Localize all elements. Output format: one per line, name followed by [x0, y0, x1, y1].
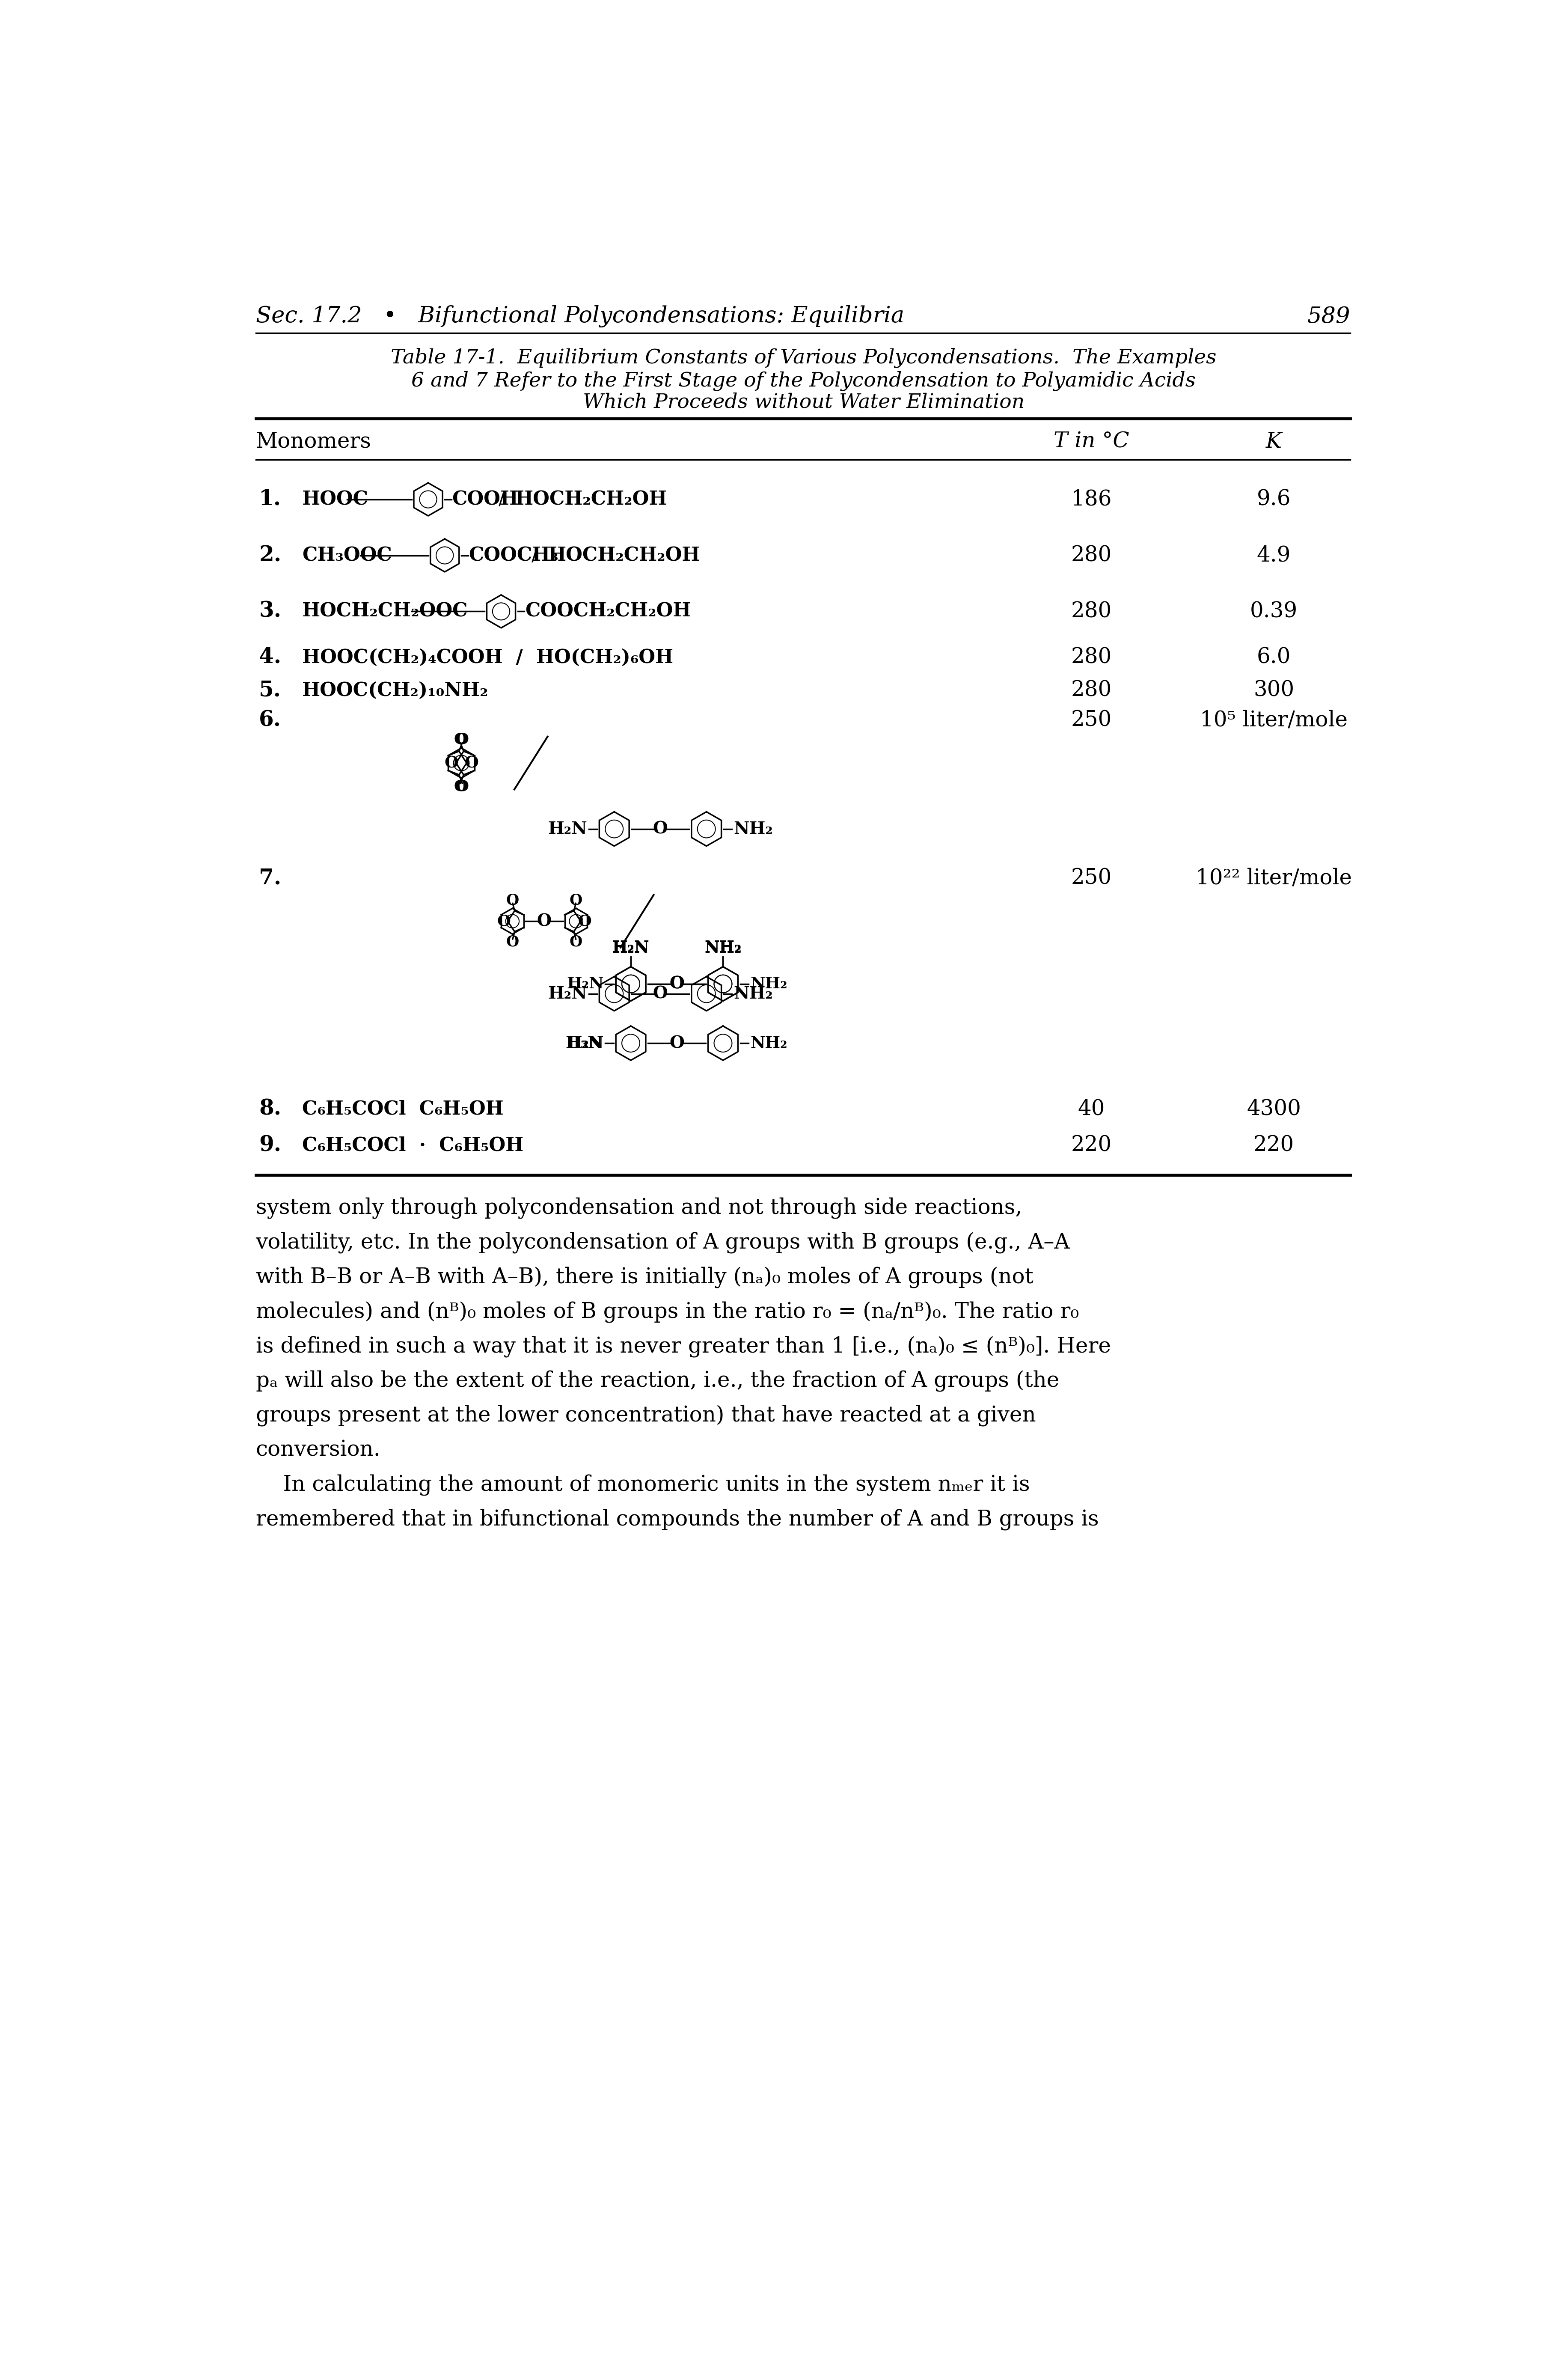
Text: NH₂: NH₂: [704, 939, 742, 955]
Text: H₂N: H₂N: [547, 986, 586, 1003]
Text: is defined in such a way that it is never greater than 1 [i.e., (nₐ)₀ ≤ (nᴮ)₀]. : is defined in such a way that it is neve…: [256, 1335, 1110, 1357]
Text: COOCH₃: COOCH₃: [469, 546, 558, 565]
Text: O: O: [579, 915, 591, 929]
Text: pₐ will also be the extent of the reaction, i.e., the fraction of A groups (the: pₐ will also be the extent of the reacti…: [256, 1371, 1058, 1392]
Text: Which Proceeds without Water Elimination: Which Proceeds without Water Elimination: [583, 392, 1024, 411]
Text: COOH: COOH: [452, 489, 519, 508]
Text: 589: 589: [1308, 307, 1350, 328]
Text: O: O: [453, 732, 467, 746]
Text: NH₂: NH₂: [734, 820, 773, 836]
Text: In calculating the amount of monomeric units in the system nₘₑr it is: In calculating the amount of monomeric u…: [256, 1473, 1030, 1495]
Text: H₃N: H₃N: [566, 1036, 602, 1050]
Text: 3.: 3.: [259, 601, 281, 623]
Text: HOCH₂CH₂OH: HOCH₂CH₂OH: [549, 546, 701, 565]
Text: O: O: [453, 779, 467, 794]
Text: O: O: [444, 756, 458, 770]
Text: 40: 40: [1077, 1098, 1105, 1119]
Text: H₂N: H₂N: [547, 820, 586, 836]
Text: O: O: [456, 732, 469, 746]
Text: O: O: [670, 977, 684, 991]
Text: remembered that in bifunctional compounds the number of A and B groups is: remembered that in bifunctional compound…: [256, 1509, 1099, 1530]
Text: 280: 280: [1071, 646, 1112, 668]
Text: Monomers: Monomers: [256, 430, 372, 451]
Text: volatility, etc. In the polycondensation of A groups with B groups (e.g., A–A: volatility, etc. In the polycondensation…: [256, 1231, 1069, 1252]
Text: 250: 250: [1071, 710, 1112, 732]
Text: 220: 220: [1071, 1136, 1112, 1155]
Text: NH₂: NH₂: [750, 977, 787, 991]
Text: molecules) and (nᴮ)₀ moles of B groups in the ratio r₀ = (nₐ/nᴮ)₀. The ratio r₀: molecules) and (nᴮ)₀ moles of B groups i…: [256, 1302, 1079, 1323]
Text: H₂N: H₂N: [566, 1036, 604, 1050]
Text: 10⁵ liter/mole: 10⁵ liter/mole: [1200, 710, 1348, 732]
Text: 5.: 5.: [259, 680, 281, 701]
Text: 280: 280: [1071, 601, 1112, 623]
Text: CH₃OOC: CH₃OOC: [303, 546, 392, 565]
Text: O: O: [569, 893, 582, 908]
Text: 280: 280: [1071, 680, 1112, 701]
Text: O: O: [464, 756, 478, 770]
Text: O: O: [506, 934, 519, 948]
Text: /: /: [499, 489, 505, 508]
Text: T in °C: T in °C: [1054, 430, 1129, 451]
Text: HOCH₂CH₂OH: HOCH₂CH₂OH: [514, 489, 668, 508]
Text: O: O: [652, 986, 668, 1003]
Text: 4.: 4.: [259, 646, 281, 668]
Text: HOCH₂CH₂OOC: HOCH₂CH₂OOC: [303, 601, 467, 620]
Text: conversion.: conversion.: [256, 1440, 381, 1461]
Text: 9.6: 9.6: [1258, 489, 1290, 511]
Text: 4300: 4300: [1247, 1098, 1301, 1119]
Text: O: O: [652, 820, 668, 836]
Text: O: O: [497, 915, 511, 929]
Text: O: O: [506, 893, 519, 908]
Text: H₂N: H₂N: [566, 977, 604, 991]
Text: Sec. 17.2   •   Bifunctional Polycondensations: Equilibria: Sec. 17.2 • Bifunctional Polycondensatio…: [256, 304, 905, 328]
Text: with B–B or A–B with A–B), there is initially (nₐ)₀ moles of A groups (not: with B–B or A–B with A–B), there is init…: [256, 1266, 1033, 1288]
Text: /: /: [532, 546, 538, 565]
Text: H₂N: H₂N: [612, 939, 649, 955]
Text: NH₂: NH₂: [704, 941, 742, 955]
Text: O: O: [670, 1036, 684, 1050]
Text: system only through polycondensation and not through side reactions,: system only through polycondensation and…: [256, 1198, 1022, 1219]
Text: O: O: [569, 934, 582, 948]
Text: 1.: 1.: [259, 489, 281, 511]
Text: O: O: [670, 977, 684, 991]
Text: COOCH₂CH₂OH: COOCH₂CH₂OH: [525, 601, 691, 620]
Text: O: O: [536, 912, 552, 929]
Text: NH₂: NH₂: [750, 1036, 787, 1050]
Text: groups present at the lower concentration) that have reacted at a given: groups present at the lower concentratio…: [256, 1404, 1036, 1426]
Text: HOOC(CH₂)₄COOH  /  HO(CH₂)₆OH: HOOC(CH₂)₄COOH / HO(CH₂)₆OH: [303, 649, 673, 668]
Text: 4.9: 4.9: [1258, 544, 1290, 565]
Text: HOOC(CH₂)₁₀NH₂: HOOC(CH₂)₁₀NH₂: [303, 682, 489, 699]
Text: O: O: [456, 779, 469, 794]
Text: 220: 220: [1253, 1136, 1294, 1155]
Text: 7.: 7.: [259, 867, 281, 889]
Text: 8.: 8.: [259, 1098, 281, 1119]
Text: NH₂: NH₂: [734, 986, 773, 1003]
Text: 300: 300: [1253, 680, 1294, 701]
Text: 0.39: 0.39: [1250, 601, 1298, 623]
Text: 6.0: 6.0: [1258, 646, 1290, 668]
Text: K: K: [1265, 430, 1283, 451]
Text: 6 and 7 Refer to the First Stage of the Polycondensation to Polyamidic Acids: 6 and 7 Refer to the First Stage of the …: [411, 371, 1196, 390]
Text: 9.: 9.: [259, 1136, 281, 1155]
Text: 2.: 2.: [259, 544, 281, 565]
Text: Table 17-1.  Equilibrium Constants of Various Polycondensations.  The Examples: Table 17-1. Equilibrium Constants of Var…: [390, 347, 1217, 368]
Text: C₆H₅COCl  C₆H₅OH: C₆H₅COCl C₆H₅OH: [303, 1100, 503, 1119]
Text: 250: 250: [1071, 867, 1112, 889]
Text: C₆H₅COCl  ·  C₆H₅OH: C₆H₅COCl · C₆H₅OH: [303, 1136, 524, 1155]
Text: 6.: 6.: [259, 710, 281, 732]
Text: H₂N: H₂N: [612, 941, 649, 955]
Text: 186: 186: [1071, 489, 1112, 511]
Text: HOOC: HOOC: [303, 489, 368, 508]
Text: 280: 280: [1071, 544, 1112, 565]
Text: 10²² liter/mole: 10²² liter/mole: [1196, 867, 1352, 889]
